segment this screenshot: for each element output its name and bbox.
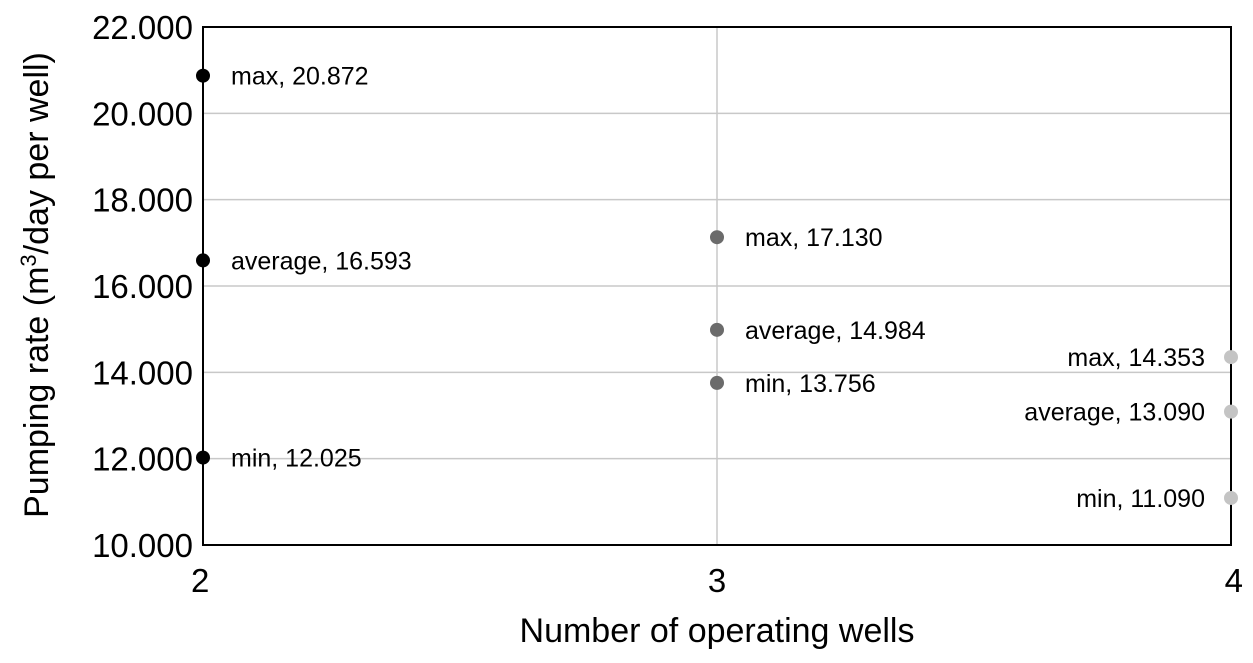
data-points (196, 68, 1238, 505)
x-axis-ticks: 2 3 4 (191, 562, 1243, 599)
y-axis-title-main: Pumping rate (m (18, 267, 56, 518)
data-label: average, 16.593 (231, 247, 412, 275)
x-tick-label: 3 (708, 562, 726, 599)
data-point (1224, 350, 1238, 365)
plot-frame (202, 26, 1232, 546)
y-tick-label: 18.000 (92, 182, 193, 219)
x-tick-label: 4 (1225, 562, 1243, 599)
data-point (196, 450, 210, 465)
data-label: min, 13.756 (745, 370, 876, 398)
y-axis-title: Pumping rate (m3/day per well) (16, 52, 56, 518)
data-label: min, 12.025 (231, 445, 362, 473)
data-label: average, 13.090 (1024, 399, 1205, 427)
data-point (710, 375, 724, 390)
data-label: average, 14.984 (745, 317, 926, 345)
data-label: min, 11.090 (1076, 485, 1205, 513)
data-point (1224, 404, 1238, 419)
data-label: max, 20.872 (231, 63, 369, 91)
y-tick-label: 16.000 (92, 268, 193, 305)
x-tick-label: 2 (191, 562, 209, 599)
y-tick-label: 12.000 (92, 441, 193, 478)
data-point (710, 230, 724, 245)
data-point (196, 68, 210, 83)
y-axis-title-tail: /day per well) (18, 52, 56, 254)
data-labels: max, 20.872 average, 16.593 min, 12.025 max… (231, 63, 1205, 513)
x-axis-title: Number of operating wells (520, 612, 915, 650)
data-label: max, 14.353 (1067, 344, 1205, 372)
data-point (710, 322, 724, 337)
y-tick-label: 22.000 (92, 9, 193, 46)
data-label: max, 17.130 (745, 224, 883, 252)
y-axis-title-superscript: 3 (16, 254, 41, 266)
y-axis-ticks: 10.000 12.000 14.000 16.000 18.000 20.000 22.0… (92, 9, 193, 564)
y-tick-label: 20.000 (92, 95, 193, 132)
y-tick-label: 14.000 (92, 354, 193, 391)
data-point (1224, 490, 1238, 505)
y-tick-label: 10.000 (92, 527, 193, 564)
data-point (196, 253, 210, 268)
